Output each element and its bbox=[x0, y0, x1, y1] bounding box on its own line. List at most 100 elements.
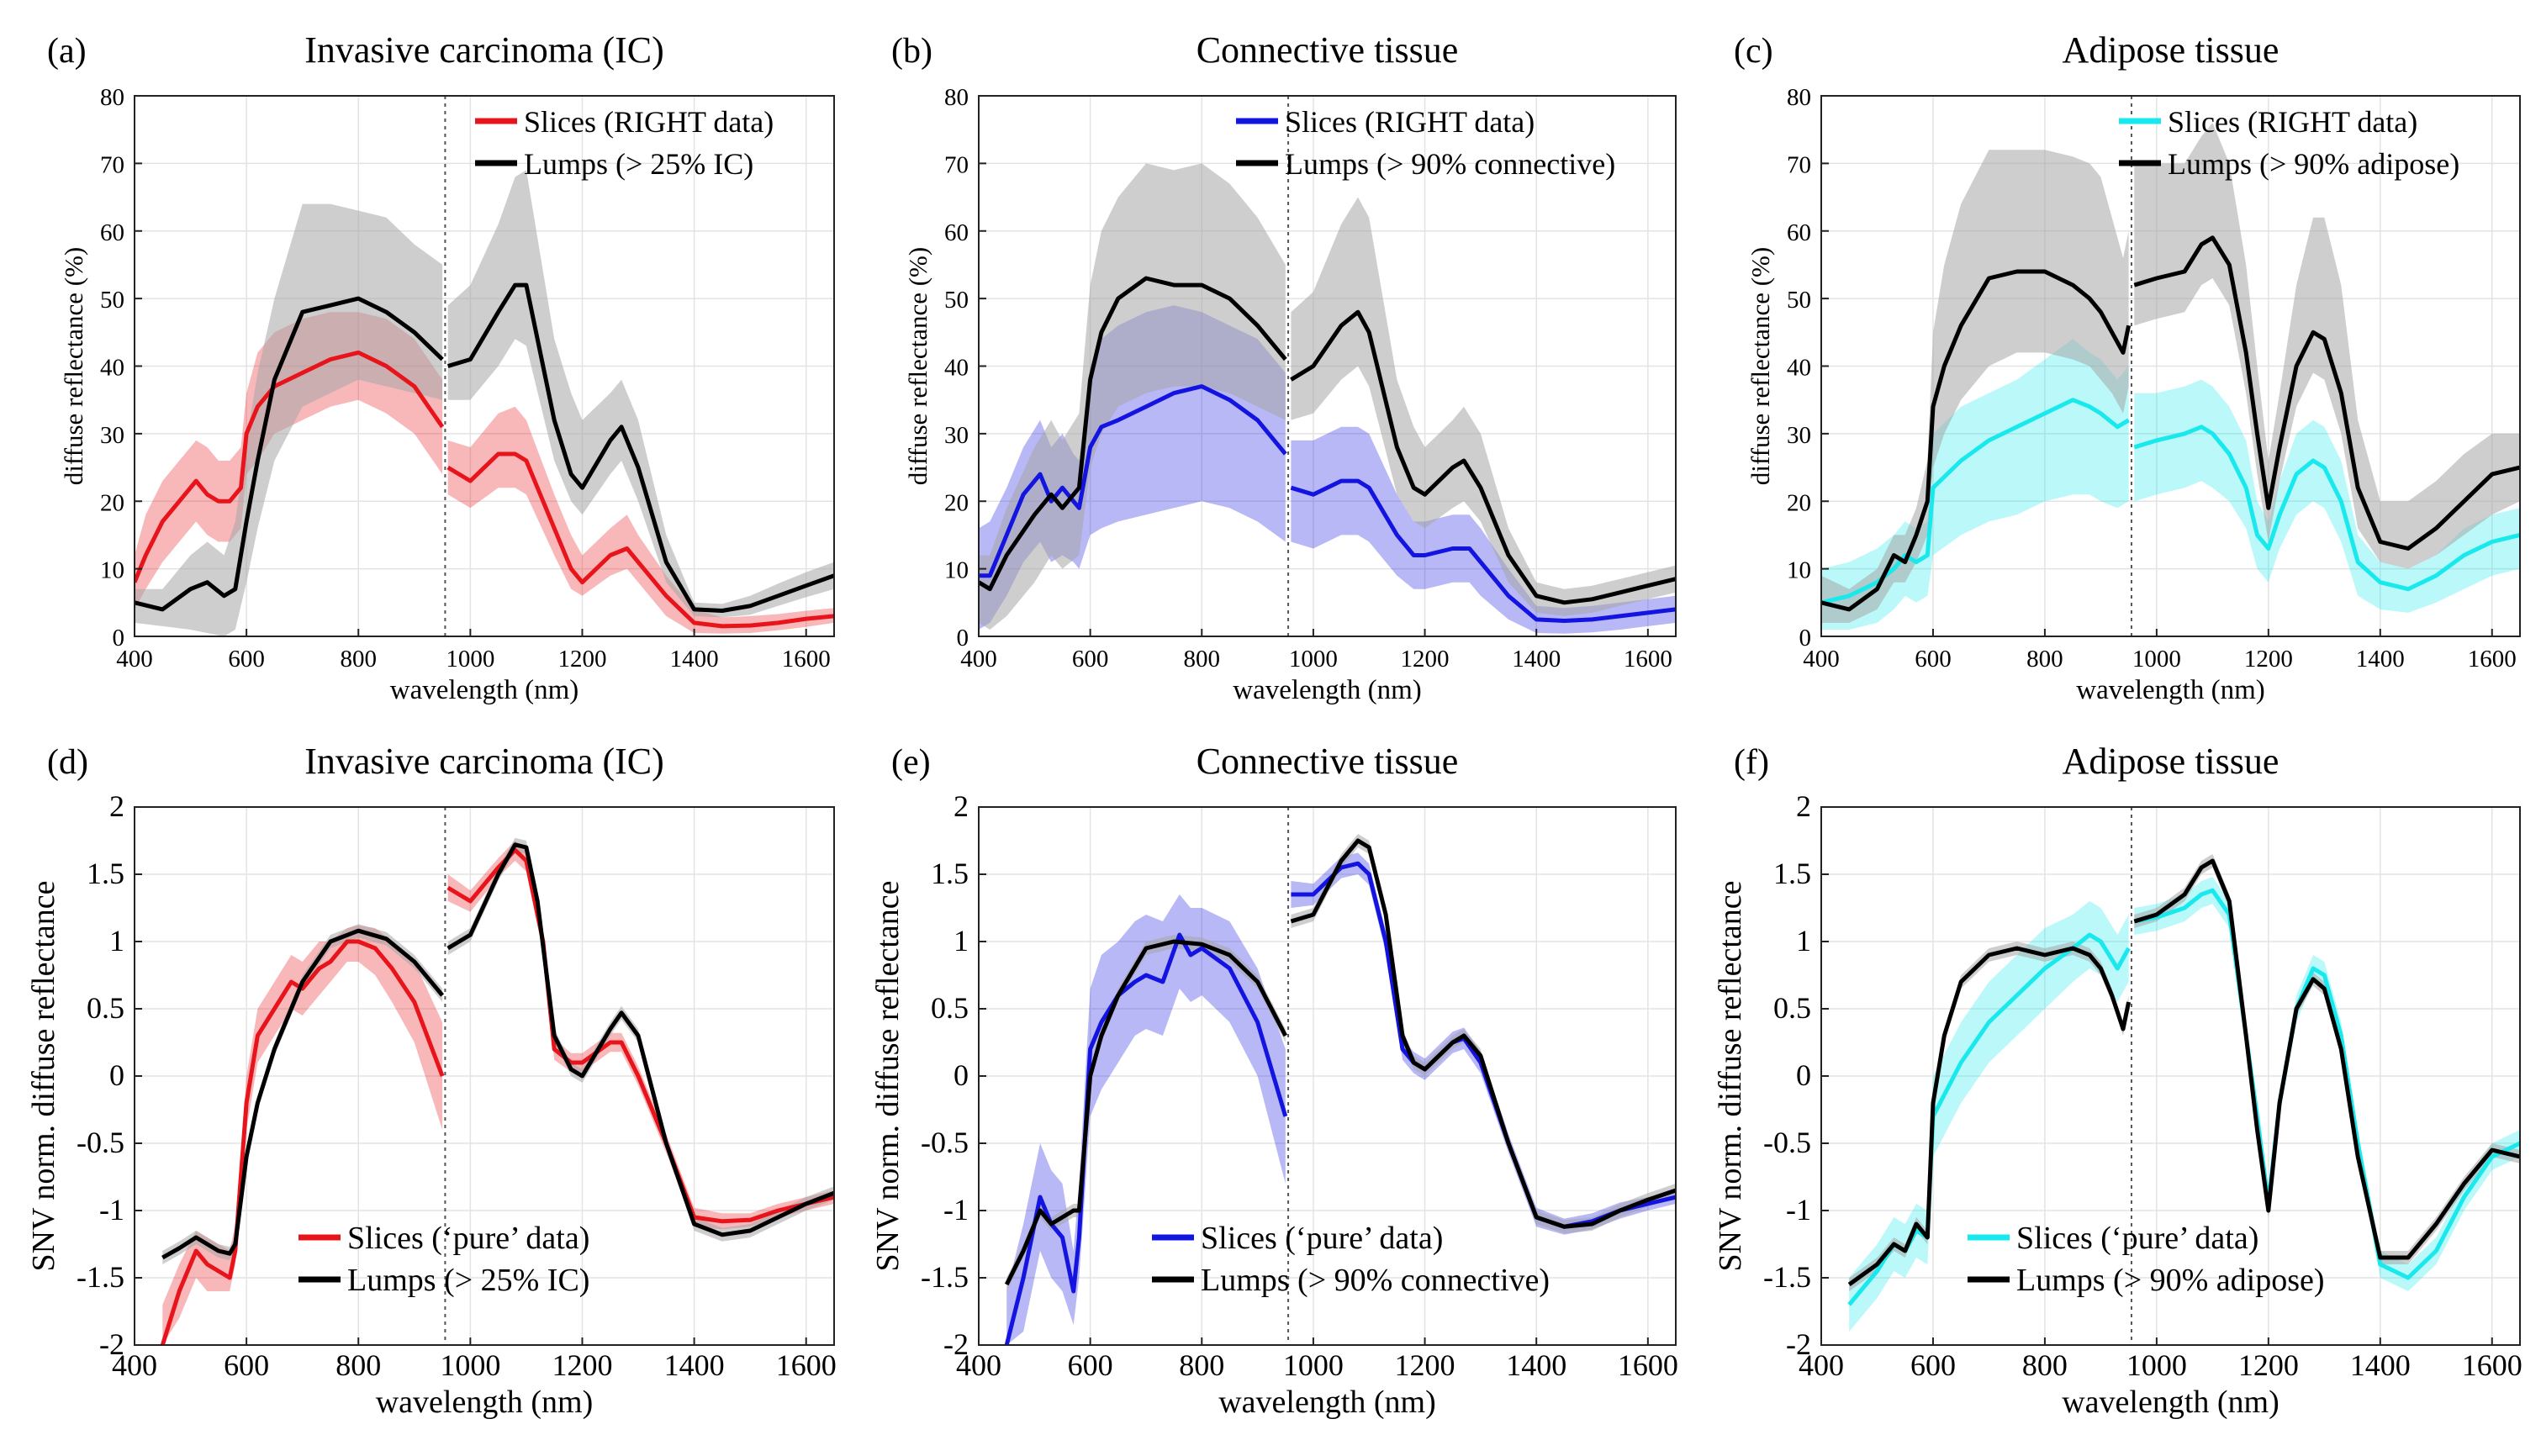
y-tick-label: -1.5 bbox=[921, 1260, 969, 1294]
x-tick-label: 600 bbox=[1072, 646, 1109, 673]
x-axis-label: wavelength (nm) bbox=[376, 1385, 594, 1420]
x-tick-label: 1600 bbox=[1618, 1348, 1678, 1382]
y-tick-label: 60 bbox=[944, 219, 969, 246]
y-tick-label: 2 bbox=[109, 789, 124, 823]
panel-b: 400 600 800 1000 1200 1400 1600 0 10 20 30 40 50 60 70… bbox=[891, 29, 1677, 705]
x-tick-label: 1400 bbox=[670, 646, 719, 673]
y-tick-label: -1 bbox=[1786, 1193, 1811, 1227]
y-tick-label: -2 bbox=[99, 1327, 124, 1361]
x-tick-label: 400 bbox=[960, 646, 997, 673]
y-tick-label: 0 bbox=[1799, 625, 1812, 652]
panel-title: Invasive carcinoma (IC) bbox=[304, 741, 664, 782]
x-tick-label: 1200 bbox=[2238, 1348, 2299, 1382]
band-series-2 bbox=[135, 203, 443, 636]
x-tick-label: 1400 bbox=[1512, 646, 1561, 673]
legend: Slices (RIGHT data) Lumps (> 90% connecti… bbox=[1236, 105, 1615, 181]
y-tick-label: 20 bbox=[1787, 489, 1811, 516]
legend: Slices (‘pure’ data) Lumps (> 90% adipose… bbox=[1968, 1221, 2325, 1298]
y-tick-label: 1.5 bbox=[931, 857, 969, 890]
legend-label-2: Lumps (> 25% IC) bbox=[347, 1263, 589, 1298]
x-axis-label: wavelength (nm) bbox=[2076, 675, 2265, 705]
band-series-1 bbox=[447, 406, 834, 634]
line-series-2 bbox=[1290, 309, 1676, 605]
legend-label-1: Slices (‘pure’ data) bbox=[347, 1221, 589, 1256]
y-tick-label: 2 bbox=[954, 789, 969, 823]
line-series-1 bbox=[2133, 888, 2520, 1280]
y-tick-label: 40 bbox=[1787, 355, 1811, 382]
x-tick-label: 800 bbox=[2022, 1348, 2068, 1382]
panel-label: (b) bbox=[891, 32, 932, 71]
x-tick-label: 400 bbox=[1799, 1348, 1844, 1382]
y-tick-label: 40 bbox=[100, 355, 124, 382]
line-series-1 bbox=[979, 384, 1287, 578]
y-tick-label: 30 bbox=[100, 422, 124, 449]
line-series-1 bbox=[1290, 478, 1676, 623]
y-tick-label: 60 bbox=[1787, 219, 1811, 246]
y-tick-label: 2 bbox=[1796, 789, 1811, 823]
line-series-1 bbox=[1291, 861, 1676, 1229]
x-tick-label: 400 bbox=[956, 1348, 1001, 1382]
band-series-1 bbox=[162, 925, 443, 1345]
y-tick-label: -0.5 bbox=[921, 1126, 969, 1159]
x-tick-label: 600 bbox=[1068, 1348, 1113, 1382]
plot-area bbox=[1821, 123, 2520, 630]
x-tick-label: 1000 bbox=[1283, 1348, 1344, 1382]
y-tick-label: -2 bbox=[1786, 1327, 1811, 1361]
panel-f: 400 600 800 1000 1200 1400 1600 -2 -1.5 -1 -0.5 0 0.… bbox=[1713, 741, 2523, 1420]
x-tick-label: 400 bbox=[1803, 646, 1840, 673]
band-series-1 bbox=[447, 841, 834, 1230]
panel-e: 400 600 800 1000 1200 1400 1600 -2 -1.5 -1 -0.5 0 0.… bbox=[870, 741, 1678, 1420]
band-series-1 bbox=[135, 312, 443, 609]
line-series-1 bbox=[135, 350, 445, 583]
legend: Slices (RIGHT data) Lumps (> 25% IC) bbox=[475, 105, 774, 181]
panel-c: 400 600 800 1000 1200 1400 1600 0 10 20 30 40 50 60 70… bbox=[1734, 29, 2521, 705]
y-tick-label: -1 bbox=[943, 1193, 969, 1227]
x-tick-label: 1000 bbox=[446, 646, 494, 673]
plot-area bbox=[135, 170, 834, 636]
x-axis-label: wavelength (nm) bbox=[390, 675, 579, 705]
y-axis-label: SNV norm. diffuse reflectance bbox=[26, 881, 61, 1272]
y-tick-label: 1 bbox=[109, 924, 124, 957]
x-tick-label: 1200 bbox=[2244, 646, 2293, 673]
x-tick-label: 1000 bbox=[2132, 646, 2181, 673]
x-tick-label: 1600 bbox=[1624, 646, 1672, 673]
plot-area bbox=[1847, 854, 2520, 1332]
y-axis-label: diffuse reflectance (%) bbox=[59, 247, 88, 485]
band-series-1 bbox=[1006, 894, 1286, 1345]
y-tick-label: 10 bbox=[100, 557, 124, 584]
y-tick-label: 50 bbox=[944, 287, 969, 314]
x-tick-label: 1200 bbox=[1395, 1348, 1455, 1382]
y-tick-label: -1 bbox=[99, 1193, 124, 1227]
x-tick-label: 1600 bbox=[2462, 1348, 2523, 1382]
panel-title: Connective tissue bbox=[1197, 741, 1459, 782]
x-tick-label: 1000 bbox=[1289, 646, 1338, 673]
y-tick-label: 10 bbox=[944, 557, 969, 584]
legend-label-2: Lumps (> 90% adipose) bbox=[2016, 1263, 2325, 1298]
x-tick-label: 1200 bbox=[1401, 646, 1450, 673]
panel-label: (e) bbox=[891, 743, 931, 782]
y-tick-label: 70 bbox=[944, 151, 969, 178]
y-tick-label: 70 bbox=[100, 151, 124, 178]
y-tick-label: 30 bbox=[1787, 422, 1811, 449]
y-tick-label: 70 bbox=[1787, 151, 1811, 178]
x-tick-label: 1600 bbox=[782, 646, 831, 673]
y-axis-label: SNV norm. diffuse reflectance bbox=[870, 881, 906, 1272]
x-tick-label: 1200 bbox=[552, 1348, 612, 1382]
line-series-2 bbox=[1290, 838, 1676, 1229]
line-series-1 bbox=[446, 451, 834, 629]
line-series-2 bbox=[1004, 939, 1288, 1286]
y-tick-label: 60 bbox=[100, 219, 124, 246]
panel-d: 400 600 800 1000 1200 1400 1600 -2 -1.5 -1 -0.5 0 0.… bbox=[26, 741, 837, 1420]
x-tick-label: 400 bbox=[116, 646, 153, 673]
y-axis-label: diffuse reflectance (%) bbox=[1746, 247, 1775, 485]
legend: Slices (RIGHT data) Lumps (> 90% adipose) bbox=[2119, 105, 2459, 181]
x-tick-label: 1400 bbox=[1506, 1348, 1566, 1382]
x-tick-label: 400 bbox=[112, 1348, 157, 1382]
y-tick-label: 0.5 bbox=[87, 991, 124, 1025]
x-tick-label: 600 bbox=[1910, 1348, 1956, 1382]
y-tick-label: 1 bbox=[954, 924, 969, 957]
x-tick-label: 600 bbox=[228, 646, 265, 673]
plot-area bbox=[1004, 834, 1676, 1345]
y-tick-label: 0 bbox=[109, 1058, 124, 1092]
band-series-1 bbox=[2134, 877, 2520, 1291]
